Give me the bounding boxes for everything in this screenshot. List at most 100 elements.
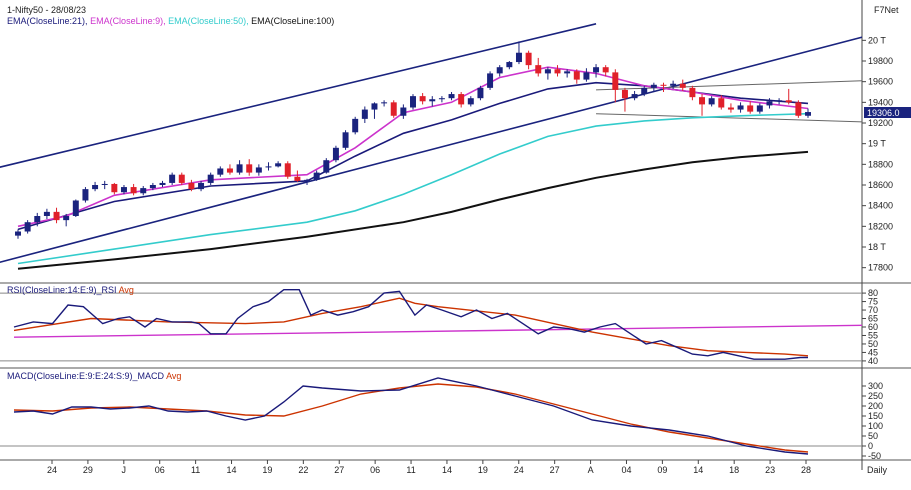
- current-price-marker: 19306.0: [864, 107, 911, 118]
- x-tick-label: 19: [262, 465, 272, 475]
- x-tick-label: 14: [227, 465, 237, 475]
- candle-body: [63, 216, 70, 221]
- candle-body: [737, 105, 744, 110]
- candle-body: [361, 109, 368, 119]
- period-label: Daily: [867, 465, 888, 475]
- candle-body: [583, 72, 590, 80]
- x-tick-label: A: [588, 465, 594, 475]
- candle-body: [140, 188, 147, 194]
- candle-body: [448, 94, 455, 99]
- price-y-tick-label: 18600: [868, 180, 893, 190]
- macd-panel: [0, 377, 862, 455]
- candle-body: [255, 167, 262, 173]
- x-tick-label: 11: [191, 465, 200, 475]
- x-tick-label: 06: [155, 465, 165, 475]
- candle-body: [496, 67, 503, 74]
- candle-body: [294, 176, 301, 181]
- price-y-tick-label: 18200: [868, 221, 893, 231]
- x-tick-label: 18: [729, 465, 739, 475]
- trendline-resistance-line: [596, 80, 862, 91]
- x-tick-label: 28: [801, 465, 811, 475]
- x-tick-label: 06: [370, 465, 380, 475]
- rsi-y-tick-label: 70: [868, 305, 878, 315]
- trendline-support-line: [596, 113, 862, 123]
- ema-legend: EMA(CloseLine:21), EMA(CloseLine:9), EMA…: [7, 16, 334, 26]
- candle-body: [352, 118, 359, 133]
- candle-body: [323, 160, 330, 173]
- rsi-y-tick-label: 40: [868, 356, 878, 366]
- macd-y-tick-label: 50: [868, 431, 878, 441]
- candle-body: [342, 132, 349, 148]
- macd-line: [13, 377, 809, 455]
- x-tick-label: 04: [621, 465, 631, 475]
- x-tick-label: 24: [47, 465, 57, 475]
- x-tick-label: 22: [298, 465, 308, 475]
- rsi-line: [13, 289, 808, 360]
- symbol-title: 1-Nifty50 - 28/08/23: [7, 5, 87, 15]
- ema50-legend: EMA(CloseLine:50),: [168, 16, 249, 26]
- price-y-tick-label: 20 T: [868, 35, 886, 45]
- candle-body: [419, 96, 426, 102]
- ema21-legend: EMA(CloseLine:21),: [7, 16, 88, 26]
- price-y-tick-label: 19400: [868, 97, 893, 107]
- candle-body: [24, 222, 31, 232]
- macd-y-tick-label: -50: [868, 451, 881, 461]
- candle-body: [699, 97, 706, 105]
- price-y-tick-label: 18400: [868, 201, 893, 211]
- candle-body: [785, 100, 792, 103]
- candle-body: [381, 102, 388, 104]
- candle-body: [612, 72, 619, 90]
- candle-body: [82, 189, 89, 201]
- trendline-channel-lower: [0, 36, 862, 263]
- candle-body: [120, 187, 127, 193]
- x-tick-label: 27: [334, 465, 344, 475]
- candle-body: [217, 168, 224, 175]
- macd-legend-label: MACD(CloseLine:E:9:E:24:S:9)_MACD: [7, 371, 165, 381]
- x-tick-label: 11: [406, 465, 415, 475]
- rsi-y-tick-label: 65: [868, 314, 878, 324]
- candle-body: [438, 98, 445, 100]
- x-tick-label: 19: [478, 465, 488, 475]
- candle-body: [332, 147, 339, 161]
- price-y-tick-label: 19800: [868, 56, 893, 66]
- macd-legend: MACD(CloseLine:E:9:E:24:S:9)_MACD Avg: [7, 371, 181, 381]
- macd-y-tick-label: 150: [868, 411, 883, 421]
- macd-avg-line: [13, 383, 809, 453]
- candle-body: [506, 62, 513, 68]
- candle-body: [727, 107, 734, 110]
- candle-body: [198, 182, 205, 190]
- candle-body: [130, 187, 137, 194]
- candle-body: [265, 166, 272, 168]
- x-tick-label: 27: [550, 465, 560, 475]
- candle-body: [670, 83, 677, 86]
- candle-body: [747, 105, 754, 112]
- candle-body: [776, 100, 783, 102]
- rsi-y-tick-label: 45: [868, 347, 878, 357]
- price-y-tick-label: 17800: [868, 263, 893, 273]
- rsi-panel: [0, 289, 862, 362]
- candle-body: [679, 83, 686, 88]
- macd-y-tick-label: 300: [868, 381, 883, 391]
- candle-body: [72, 200, 79, 216]
- candle-body: [226, 168, 233, 173]
- candle-body: [593, 67, 600, 73]
- rsi-y-tick-label: 50: [868, 339, 878, 349]
- candle-body: [477, 87, 484, 99]
- rsi-reference-line: [13, 324, 862, 338]
- candle-body: [487, 73, 494, 88]
- candle-body: [169, 174, 176, 183]
- x-tick-label: 14: [442, 465, 452, 475]
- candle-body: [756, 105, 763, 112]
- candle-body: [544, 69, 551, 74]
- line-ema50: [17, 112, 809, 265]
- candle-body: [400, 107, 407, 116]
- candle-body: [371, 103, 378, 110]
- price-y-tick-label: 18800: [868, 159, 893, 169]
- candle-body: [275, 163, 282, 167]
- candle-body: [660, 84, 667, 86]
- rsi-avg-legend-label: Avg: [118, 285, 134, 295]
- candle-body: [641, 87, 648, 95]
- rsi-y-tick-label: 60: [868, 322, 878, 332]
